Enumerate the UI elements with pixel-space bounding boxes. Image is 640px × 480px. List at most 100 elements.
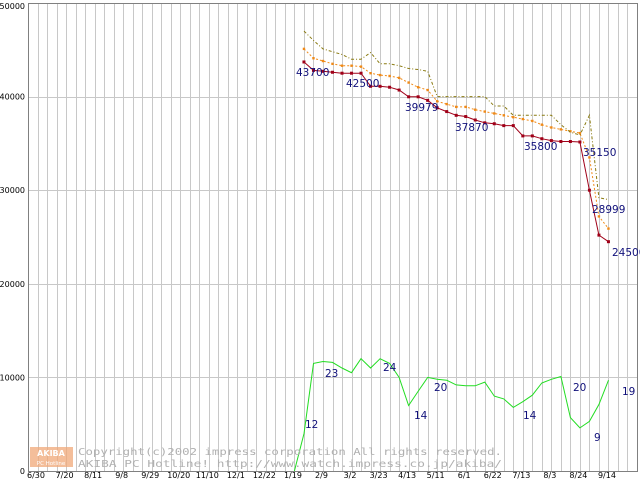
x-tick-label: 7/13 xyxy=(512,471,530,480)
data-point-average-price xyxy=(312,57,315,60)
data-point-average-price xyxy=(302,47,306,51)
count-label: 24 xyxy=(383,362,397,374)
series-line-number-of-shops xyxy=(293,357,609,472)
data-point-average-price xyxy=(455,105,458,109)
count-label: 14 xyxy=(414,410,428,422)
price-label: 39979 xyxy=(405,102,438,114)
price-data-labels: 43700 42500 39979 37870 35800 35150 2899… xyxy=(296,67,640,259)
data-point-min-price xyxy=(578,140,582,144)
data-point-min-price xyxy=(540,137,544,141)
price-label: 35800 xyxy=(524,141,557,153)
data-point-min-price xyxy=(321,69,325,73)
akiba-logo-box xyxy=(30,447,73,467)
data-point-min-price xyxy=(350,71,354,75)
data-point-average-price xyxy=(426,88,429,92)
data-point-average-price xyxy=(359,65,363,68)
data-point-average-price xyxy=(493,112,496,115)
count-label: 19 xyxy=(622,386,635,398)
x-tick-label: 3/23 xyxy=(370,471,388,480)
plot-frame xyxy=(28,3,638,472)
price-label: 24500 xyxy=(612,247,640,259)
data-point-min-price xyxy=(311,68,315,72)
x-tick-label: 9/14 xyxy=(598,471,616,480)
data-point-average-price xyxy=(474,108,477,111)
data-point-average-price xyxy=(464,105,467,109)
data-point-min-price xyxy=(416,95,420,99)
data-point-min-price xyxy=(559,140,563,144)
data-point-min-price xyxy=(445,110,449,114)
data-point-min-price xyxy=(473,118,477,122)
data-point-min-price xyxy=(549,139,553,143)
copyright-line-2: AKIBA PC Hotline! http://www.watch.impre… xyxy=(78,459,502,470)
chart-grid xyxy=(28,3,638,472)
data-point-average-price xyxy=(435,100,439,103)
x-tick-label: 10/20 xyxy=(167,471,190,480)
data-point-average-price xyxy=(512,115,515,119)
data-point-average-price xyxy=(559,128,563,131)
data-point-average-price xyxy=(416,86,420,89)
price-label: 43700 xyxy=(296,67,329,79)
y-axis-ticks: 0 10000 20000 30000 40000 50000 xyxy=(0,2,25,476)
x-tick-label: 12/22 xyxy=(253,471,276,480)
data-point-min-price xyxy=(359,71,363,75)
akiba-logo-bottom: PC Hotline xyxy=(37,461,66,467)
data-point-average-price xyxy=(578,131,582,135)
x-tick-label: 6/1 xyxy=(458,471,471,480)
data-point-min-price xyxy=(483,121,487,125)
data-point-average-price xyxy=(588,156,591,159)
data-point-min-price xyxy=(597,233,601,237)
data-point-average-price xyxy=(445,102,448,106)
x-tick-label: 7/20 xyxy=(56,471,74,480)
x-tick-label: 9/29 xyxy=(141,471,159,480)
data-point-min-price xyxy=(568,140,572,144)
price-label: 28999 xyxy=(592,204,625,216)
data-point-min-price xyxy=(340,71,344,75)
x-tick-label: 3/2 xyxy=(344,471,357,480)
price-label: 37870 xyxy=(455,122,488,134)
y-tick-label: 50000 xyxy=(0,2,25,11)
data-point-average-price xyxy=(550,126,553,129)
x-tick-label: 4/13 xyxy=(398,471,416,480)
count-label: 20 xyxy=(434,382,447,394)
x-tick-label: 6/22 xyxy=(484,471,502,480)
series-line-max-price xyxy=(303,30,609,201)
x-tick-label: 5/11 xyxy=(427,471,445,480)
data-point-min-price xyxy=(435,106,439,110)
data-point-average-price xyxy=(378,73,382,77)
data-point-average-price xyxy=(569,130,572,133)
shop-count-labels: 12 23 24 14 20 14 20 9 19 xyxy=(305,362,635,444)
data-point-average-price xyxy=(502,114,505,117)
data-point-average-price xyxy=(321,59,325,63)
y-tick-label: 20000 xyxy=(0,280,25,289)
data-point-min-price xyxy=(530,134,534,138)
count-label: 14 xyxy=(523,410,537,422)
price-label: 35150 xyxy=(583,147,616,159)
data-point-min-price xyxy=(492,122,496,126)
data-point-average-price xyxy=(483,110,486,113)
data-point-average-price xyxy=(331,62,334,66)
data-point-min-price xyxy=(502,124,506,128)
data-point-average-price xyxy=(607,227,610,230)
chart-series xyxy=(293,30,610,472)
y-tick-label: 40000 xyxy=(0,93,25,102)
data-point-average-price xyxy=(369,72,372,75)
data-point-min-price xyxy=(587,188,591,192)
count-label: 12 xyxy=(305,419,318,431)
x-tick-label: 6/30 xyxy=(27,471,45,480)
akiba-logo-top: AKIBA xyxy=(37,449,65,458)
data-point-min-price xyxy=(369,84,373,88)
data-point-average-price xyxy=(397,76,401,80)
copyright-line-1: Copyright(c)2002 impress corporation All… xyxy=(78,447,502,458)
y-tick-label: 0 xyxy=(20,467,25,476)
count-label: 23 xyxy=(325,368,338,380)
data-point-min-price xyxy=(521,134,525,138)
data-point-min-price xyxy=(388,85,392,89)
data-point-min-price xyxy=(302,60,306,64)
x-axis-ticks: 6/30 7/20 8/11 9/8 9/29 10/20 11/10 12/1 12/22 1/… xyxy=(27,471,616,480)
count-label: 9 xyxy=(594,432,601,444)
count-label: 20 xyxy=(573,382,586,394)
data-point-average-price xyxy=(388,74,391,78)
data-point-min-price xyxy=(378,84,382,88)
x-tick-label: 11/10 xyxy=(196,471,219,480)
